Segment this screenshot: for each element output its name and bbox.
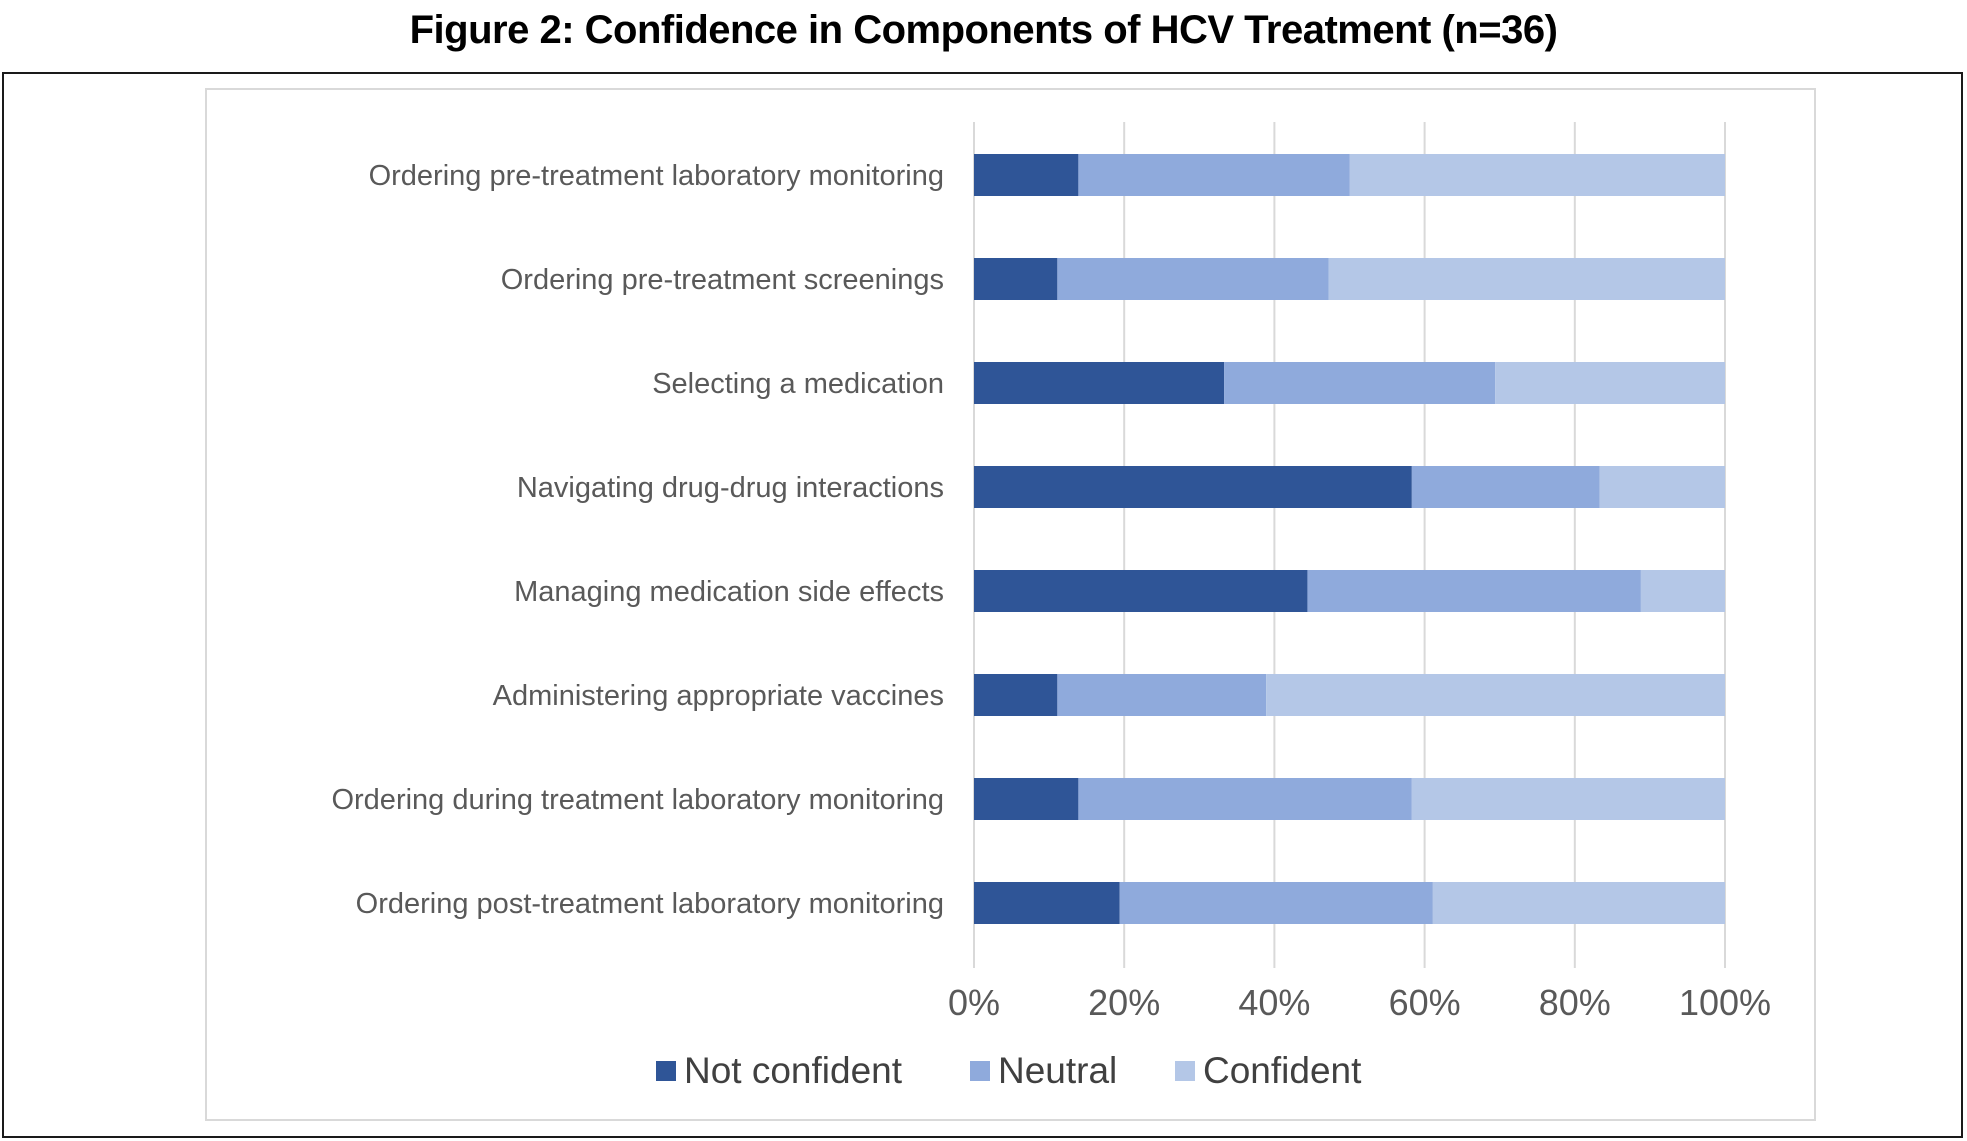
legend-label: Neutral: [998, 1050, 1117, 1091]
bar-segment-neutral: [1078, 778, 1412, 820]
bar-segment-confident: [1599, 466, 1725, 508]
legend: Not confident Neutral Confident: [656, 1050, 1362, 1091]
category-label: Navigating drug-drug interactions: [517, 472, 944, 504]
bar-segment-not-confident: [974, 674, 1058, 716]
legend-swatch-not-confident: [656, 1061, 676, 1081]
bar-segment-confident: [1411, 778, 1725, 820]
category-label: Ordering during treatment laboratory mon…: [331, 784, 944, 816]
bar-segment-neutral: [1057, 258, 1329, 300]
x-tick-label: 0%: [948, 982, 1000, 1023]
legend-label: Not confident: [684, 1050, 903, 1091]
bar-segment-not-confident: [974, 154, 1079, 196]
figure-title: Figure 2: Confidence in Components of HC…: [409, 8, 1558, 52]
chart-area-frame: [205, 88, 1816, 1121]
x-axis-tick-labels: 0% 20% 40% 60% 80% 100%: [948, 982, 1771, 1023]
x-tick-label: 60%: [1389, 982, 1461, 1023]
category-label: Managing medication side effects: [514, 576, 944, 608]
bar-segment-neutral: [1119, 882, 1433, 924]
bar-segment-confident: [1266, 674, 1725, 716]
bars: [974, 154, 1725, 924]
bar-segment-confident: [1495, 362, 1725, 404]
x-tick-label: 20%: [1088, 982, 1160, 1023]
x-tick-label: 80%: [1539, 982, 1611, 1023]
category-label: Ordering pre-treatment screenings: [501, 264, 944, 296]
bar-segment-confident: [1349, 154, 1725, 196]
category-label: Ordering pre-treatment laboratory monito…: [369, 160, 944, 192]
legend-label: Confident: [1203, 1050, 1362, 1091]
bar-segment-confident: [1640, 570, 1725, 612]
bar-segment-not-confident: [974, 570, 1308, 612]
bar-segment-not-confident: [974, 362, 1225, 404]
bar-segment-neutral: [1078, 154, 1350, 196]
gridlines: [973, 122, 1726, 968]
bar-segment-confident: [1328, 258, 1725, 300]
bar-segment-not-confident: [974, 466, 1412, 508]
x-tick-label: 100%: [1679, 982, 1771, 1023]
bar-segment-not-confident: [974, 778, 1079, 820]
bar-segment-neutral: [1224, 362, 1496, 404]
legend-swatch-neutral: [970, 1061, 990, 1081]
bar-segment-not-confident: [974, 882, 1120, 924]
legend-swatch-confident: [1175, 1061, 1195, 1081]
category-label: Selecting a medication: [652, 368, 944, 400]
category-labels: Ordering pre-treatment laboratory monito…: [331, 160, 944, 920]
category-label: Administering appropriate vaccines: [493, 680, 944, 712]
outer-frame: [2, 72, 1963, 1138]
x-tick-label: 40%: [1238, 982, 1310, 1023]
bar-segment-neutral: [1411, 466, 1600, 508]
bar-segment-confident: [1432, 882, 1725, 924]
bar-segment-not-confident: [974, 258, 1058, 300]
category-label: Ordering post-treatment laboratory monit…: [356, 888, 944, 920]
bar-segment-neutral: [1307, 570, 1641, 612]
bar-segment-neutral: [1057, 674, 1267, 716]
